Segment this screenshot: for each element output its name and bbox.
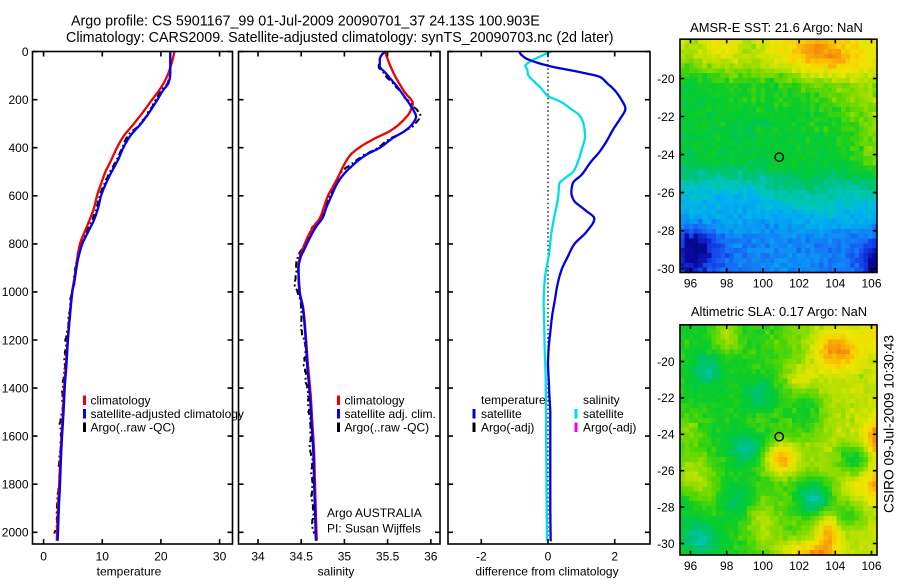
svg-text:temperature: temperature bbox=[481, 393, 546, 407]
svg-text:-20: -20 bbox=[657, 355, 675, 369]
svg-text:1400: 1400 bbox=[2, 381, 29, 395]
svg-text:-28: -28 bbox=[657, 500, 675, 514]
svg-text:102: 102 bbox=[789, 277, 809, 291]
svg-text:102: 102 bbox=[789, 559, 809, 573]
svg-text:1000: 1000 bbox=[2, 285, 29, 299]
svg-text:satellite-adjusted climatology: satellite-adjusted climatology bbox=[91, 407, 244, 421]
svg-text:-26: -26 bbox=[657, 464, 675, 478]
svg-text:400: 400 bbox=[8, 141, 28, 155]
svg-text:20: 20 bbox=[154, 550, 168, 564]
svg-text:salinity: salinity bbox=[318, 565, 355, 579]
svg-text:100: 100 bbox=[753, 559, 773, 573]
svg-text:96: 96 bbox=[684, 277, 698, 291]
svg-text:climatology: climatology bbox=[91, 394, 151, 408]
svg-text:600: 600 bbox=[8, 189, 28, 203]
svg-text:35: 35 bbox=[338, 550, 352, 564]
svg-text:-30: -30 bbox=[657, 537, 675, 551]
svg-text:Climatology: CARS2009. Satelli: Climatology: CARS2009. Satellite-adjuste… bbox=[66, 30, 614, 46]
svg-text:-2: -2 bbox=[476, 550, 487, 564]
svg-text:98: 98 bbox=[720, 277, 734, 291]
svg-text:0: 0 bbox=[40, 550, 47, 564]
svg-text:0: 0 bbox=[545, 550, 552, 564]
svg-text:-22: -22 bbox=[657, 391, 675, 405]
svg-text:104: 104 bbox=[825, 277, 845, 291]
svg-text:2000: 2000 bbox=[2, 526, 29, 540]
svg-text:-28: -28 bbox=[657, 224, 675, 238]
svg-text:106: 106 bbox=[861, 277, 881, 291]
svg-text:satellite adj. clim.: satellite adj. clim. bbox=[345, 407, 436, 421]
svg-text:100: 100 bbox=[753, 277, 773, 291]
svg-text:96: 96 bbox=[684, 559, 698, 573]
svg-text:temperature: temperature bbox=[97, 565, 162, 579]
svg-text:PI: Susan Wijffels: PI: Susan Wijffels bbox=[327, 522, 421, 536]
svg-text:104: 104 bbox=[825, 559, 845, 573]
svg-text:-24: -24 bbox=[657, 428, 675, 442]
svg-text:satellite: satellite bbox=[583, 407, 624, 421]
svg-text:36: 36 bbox=[424, 550, 438, 564]
svg-text:AMSR-E SST: 21.6 Argo: NaN: AMSR-E SST: 21.6 Argo: NaN bbox=[690, 20, 863, 35]
svg-text:98: 98 bbox=[720, 559, 734, 573]
svg-text:Argo(..raw -QC): Argo(..raw -QC) bbox=[91, 421, 176, 435]
svg-text:30: 30 bbox=[213, 550, 227, 564]
svg-text:1800: 1800 bbox=[2, 477, 29, 491]
svg-text:-30: -30 bbox=[657, 262, 675, 276]
svg-text:satellite: satellite bbox=[481, 407, 522, 421]
svg-text:Altimetric SLA: 0.17 Argo: NaN: Altimetric SLA: 0.17 Argo: NaN bbox=[691, 304, 867, 319]
svg-text:800: 800 bbox=[8, 237, 28, 251]
svg-text:106: 106 bbox=[861, 559, 881, 573]
svg-text:Argo(-adj): Argo(-adj) bbox=[583, 421, 636, 435]
svg-text:CSIRO 09-Jul-2009 10:30:43: CSIRO 09-Jul-2009 10:30:43 bbox=[882, 335, 897, 513]
svg-text:1200: 1200 bbox=[2, 333, 29, 347]
svg-text:35.5: 35.5 bbox=[376, 550, 400, 564]
svg-text:-22: -22 bbox=[657, 110, 675, 124]
svg-text:2: 2 bbox=[611, 550, 618, 564]
svg-text:climatology: climatology bbox=[345, 394, 405, 408]
svg-text:Argo profile: CS 5901167_99 01: Argo profile: CS 5901167_99 01-Jul-2009 … bbox=[71, 14, 540, 30]
svg-text:difference from climatology: difference from climatology bbox=[475, 565, 618, 579]
svg-text:10: 10 bbox=[96, 550, 110, 564]
svg-text:Argo(..raw -QC): Argo(..raw -QC) bbox=[345, 421, 430, 435]
svg-text:salinity: salinity bbox=[583, 393, 620, 407]
svg-text:-20: -20 bbox=[657, 72, 675, 86]
svg-text:-26: -26 bbox=[657, 186, 675, 200]
svg-text:200: 200 bbox=[8, 93, 28, 107]
svg-text:1600: 1600 bbox=[2, 429, 29, 443]
svg-text:Argo AUSTRALIA: Argo AUSTRALIA bbox=[327, 506, 422, 520]
svg-text:34: 34 bbox=[251, 550, 265, 564]
svg-text:Argo(-adj): Argo(-adj) bbox=[481, 421, 534, 435]
svg-text:34.5: 34.5 bbox=[290, 550, 314, 564]
svg-text:-24: -24 bbox=[657, 148, 675, 162]
svg-text:0: 0 bbox=[22, 45, 29, 59]
